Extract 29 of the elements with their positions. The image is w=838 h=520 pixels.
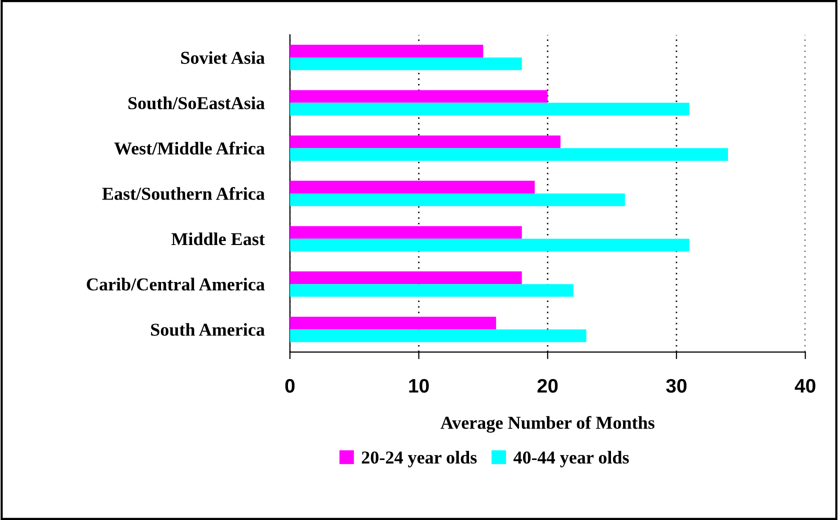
y-tick-label: Carib/Central America: [86, 278, 265, 291]
bar: [290, 329, 586, 342]
x-axis-title: Average Number of Months: [440, 416, 654, 433]
x-tick-label: 20: [537, 378, 558, 393]
bar: [290, 90, 548, 103]
bar: [290, 226, 522, 239]
y-tick-label: South America: [151, 323, 265, 336]
bar: [290, 148, 728, 161]
bar: [290, 316, 496, 330]
bar: [290, 57, 522, 70]
x-tick-label: 40: [794, 378, 816, 393]
bar: [290, 44, 484, 58]
bar: [290, 284, 574, 297]
legend-label: 40-44 year olds: [514, 450, 629, 468]
y-tick-label: East/Southern Africa: [102, 186, 265, 200]
y-tick-label: West/Middle Africa: [114, 142, 265, 155]
bar: [290, 238, 690, 252]
legend-label: 20-24 year olds: [362, 450, 477, 468]
y-tick-label: Middle East: [171, 232, 265, 246]
x-tick-label: 0: [285, 378, 295, 393]
y-tick-label: South/SoEastAsia: [128, 96, 265, 110]
bar: [290, 102, 690, 116]
x-tick-label: 30: [666, 378, 686, 393]
bar: [290, 135, 561, 148]
bar: [290, 193, 625, 206]
y-tick-label: Soviet Asia: [181, 51, 265, 64]
bar: [290, 271, 522, 284]
bar: [290, 180, 535, 194]
x-tick-label: 10: [409, 378, 429, 393]
